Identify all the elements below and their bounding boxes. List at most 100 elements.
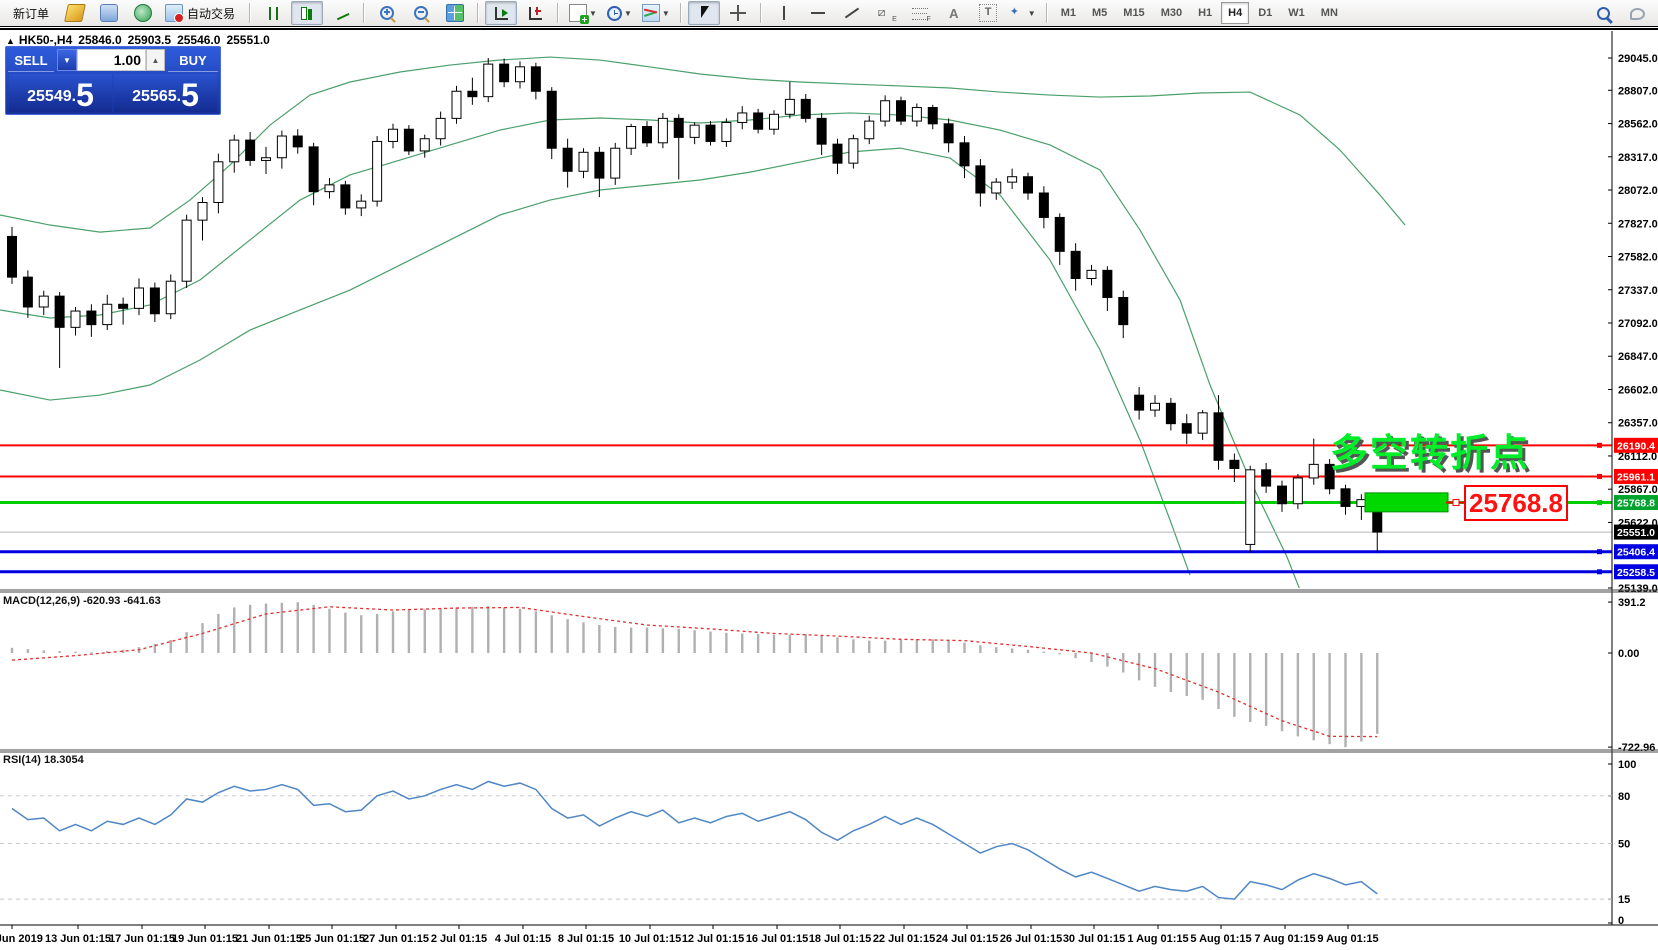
one-click-trading-panel: SELL ▼ 1.00 ▲ BUY 25549. 5 25565. 5 [5, 46, 221, 115]
turning-point-annotation[interactable]: 多空转折点 [1330, 433, 1531, 475]
price-level-badge [1614, 524, 1658, 540]
candle-bearish [896, 100, 906, 122]
candle-bearish [1023, 176, 1033, 194]
auto-scroll-icon [494, 6, 508, 20]
time-tick-label: 21 Jun 01:15 [236, 933, 302, 945]
candle-bearish [499, 63, 510, 83]
text-tool[interactable]: A [938, 1, 970, 25]
line-chart-mode-button[interactable] [325, 1, 357, 25]
price-tick-label: 28317.0 [1618, 152, 1658, 164]
fibonacci-icon: F [911, 8, 931, 23]
search-button[interactable] [1587, 1, 1619, 25]
candlestick-mode-button[interactable] [291, 1, 324, 25]
timeframe-m1-button[interactable]: M1 [1060, 7, 1076, 19]
periods-button[interactable]: ▼ [603, 1, 636, 25]
fibonacci-tool[interactable]: F [904, 1, 936, 25]
templates-button[interactable]: ▼ [638, 1, 674, 25]
chart-shift-button[interactable] [519, 1, 551, 25]
price-level-badge [1614, 437, 1658, 453]
highlighter-icon[interactable] [59, 1, 91, 25]
macd-signal-line [11, 606, 1378, 738]
horizontal-line-tool[interactable] [802, 1, 834, 25]
zoom-in-button[interactable] [371, 1, 403, 25]
timeframe-w1-button[interactable]: W1 [1288, 7, 1305, 19]
toolbar-separator [759, 3, 762, 23]
line-anchor-handle[interactable] [1597, 473, 1602, 479]
trendline-tool[interactable] [836, 1, 868, 25]
new-order-button[interactable]: 新订单 [5, 1, 57, 25]
green-zone-rectangle[interactable] [1364, 492, 1449, 513]
trendline-icon [844, 5, 860, 21]
chat-button[interactable] [1621, 1, 1653, 25]
bollinger-middle-band [0, 112, 1300, 588]
candle-bullish [1245, 469, 1256, 545]
macd-tick-label: -722.96 [1618, 742, 1655, 754]
candle-bearish [340, 184, 351, 209]
new-chart-button[interactable]: ▼ [565, 1, 601, 25]
volume-increase-button[interactable]: ▲ [146, 49, 165, 71]
signals-icon-button[interactable] [127, 1, 159, 25]
signals-icon [134, 4, 153, 22]
profiles-icon-button[interactable] [93, 1, 125, 25]
chat-icon [1629, 8, 1645, 20]
line-anchor-handle[interactable] [1597, 549, 1602, 555]
volume-input[interactable]: 1.00 [77, 49, 146, 71]
candle-bullish [451, 90, 462, 119]
callout-anchor-handle[interactable] [1452, 499, 1460, 507]
auto-scroll-button[interactable] [485, 1, 518, 25]
crosshair-button[interactable] [722, 1, 754, 25]
vertical-line-tool[interactable] [768, 1, 800, 25]
volume-decrease-button[interactable]: ▼ [57, 49, 77, 71]
zoom-out-button[interactable] [405, 1, 437, 25]
sell-button[interactable]: SELL [8, 49, 54, 72]
bar-chart-icon [268, 7, 278, 20]
candle-bearish [530, 66, 541, 92]
buy-price[interactable]: 25565. 5 [114, 74, 217, 112]
line-anchor-handle[interactable] [1597, 442, 1602, 448]
line-anchor-handle[interactable] [1597, 569, 1602, 575]
price-tick-label: 25867.0 [1618, 484, 1658, 496]
toolbar-separator [249, 3, 252, 23]
autotrading-button[interactable]: 自动交易 [161, 1, 243, 25]
label-tool[interactable]: T [972, 1, 1004, 25]
candle-bearish [1181, 423, 1192, 434]
candle-bearish [54, 295, 65, 328]
candle-bullish [880, 100, 891, 122]
chart-shift-icon [528, 6, 542, 20]
bar-chart-mode-button[interactable] [257, 1, 289, 25]
arrows-tool[interactable]: ✦ ▼ [1006, 1, 1040, 25]
collapse-marker-icon[interactable]: ▲ [6, 36, 15, 46]
candle-bullish [181, 219, 192, 282]
candle-bullish [864, 120, 875, 140]
bar-open: 25846.0 [78, 33, 122, 47]
time-tick-label: 2 Jul 01:15 [431, 933, 487, 945]
price-axis[interactable]: 29045.0 28807.0 28562.0 28317.0 28072.0 27827… [1608, 31, 1658, 927]
candle-bearish [1038, 192, 1049, 218]
buy-button[interactable]: BUY [168, 49, 218, 72]
candle-bullish [515, 66, 525, 83]
candle-bearish [1340, 488, 1351, 507]
candle-bullish [324, 184, 335, 193]
timeframe-m5-button[interactable]: M5 [1092, 7, 1108, 19]
timeframe-h1-button[interactable]: H1 [1198, 7, 1213, 19]
time-tick-label: 16 Jul 01:15 [746, 933, 808, 945]
channel-tool[interactable]: ⧄ E [870, 1, 902, 25]
candle-bearish [832, 143, 843, 164]
candle-bearish [546, 90, 557, 149]
line-anchor-handle[interactable] [1597, 500, 1602, 506]
timeframe-m30-button[interactable]: M30 [1160, 7, 1183, 19]
cursor-button[interactable] [687, 1, 720, 25]
timeframe-mn-button[interactable]: MN [1320, 7, 1338, 19]
rsi-tick-label: 15 [1618, 894, 1630, 906]
timeframe-d1-button[interactable]: D1 [1258, 7, 1273, 19]
chart-title: ▲ HK50-,H4 25846.0 25903.5 25546.0 25551.0 [6, 33, 276, 47]
tile-windows-button[interactable] [439, 1, 471, 25]
timeframe-h4-button[interactable]: H4 [1221, 2, 1250, 24]
time-tick-label: 12 Jul 01:15 [682, 933, 744, 945]
candle-bearish [403, 128, 414, 152]
price-callout-label[interactable]: 25768.8 [1464, 485, 1568, 521]
sell-price[interactable]: 25549. 5 [9, 74, 112, 112]
timeframe-m15-button[interactable]: M15 [1123, 7, 1145, 19]
